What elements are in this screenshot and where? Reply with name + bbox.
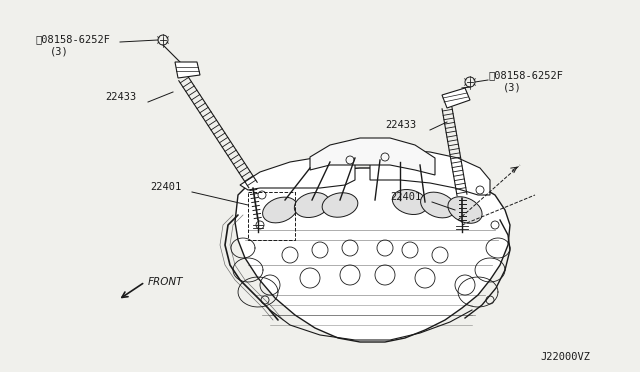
Ellipse shape bbox=[448, 197, 482, 223]
Text: 22433: 22433 bbox=[385, 120, 416, 130]
Text: (3): (3) bbox=[50, 47, 68, 57]
Ellipse shape bbox=[262, 197, 298, 223]
Text: ⒲08158-6252F: ⒲08158-6252F bbox=[488, 70, 563, 80]
Polygon shape bbox=[442, 88, 470, 108]
Text: 22433: 22433 bbox=[105, 92, 136, 102]
Polygon shape bbox=[235, 168, 510, 342]
Text: (3): (3) bbox=[503, 83, 522, 93]
Ellipse shape bbox=[294, 192, 330, 218]
Polygon shape bbox=[175, 62, 200, 78]
Polygon shape bbox=[310, 138, 435, 175]
Polygon shape bbox=[370, 150, 490, 195]
Text: 22401: 22401 bbox=[150, 182, 181, 192]
Ellipse shape bbox=[420, 192, 456, 218]
Text: FRONT: FRONT bbox=[148, 277, 184, 287]
Ellipse shape bbox=[322, 193, 358, 217]
Polygon shape bbox=[240, 157, 355, 190]
Text: 22401: 22401 bbox=[390, 192, 421, 202]
Text: J22000VZ: J22000VZ bbox=[540, 352, 590, 362]
Text: ⒲08158-6252F: ⒲08158-6252F bbox=[35, 34, 110, 44]
Ellipse shape bbox=[392, 189, 428, 215]
